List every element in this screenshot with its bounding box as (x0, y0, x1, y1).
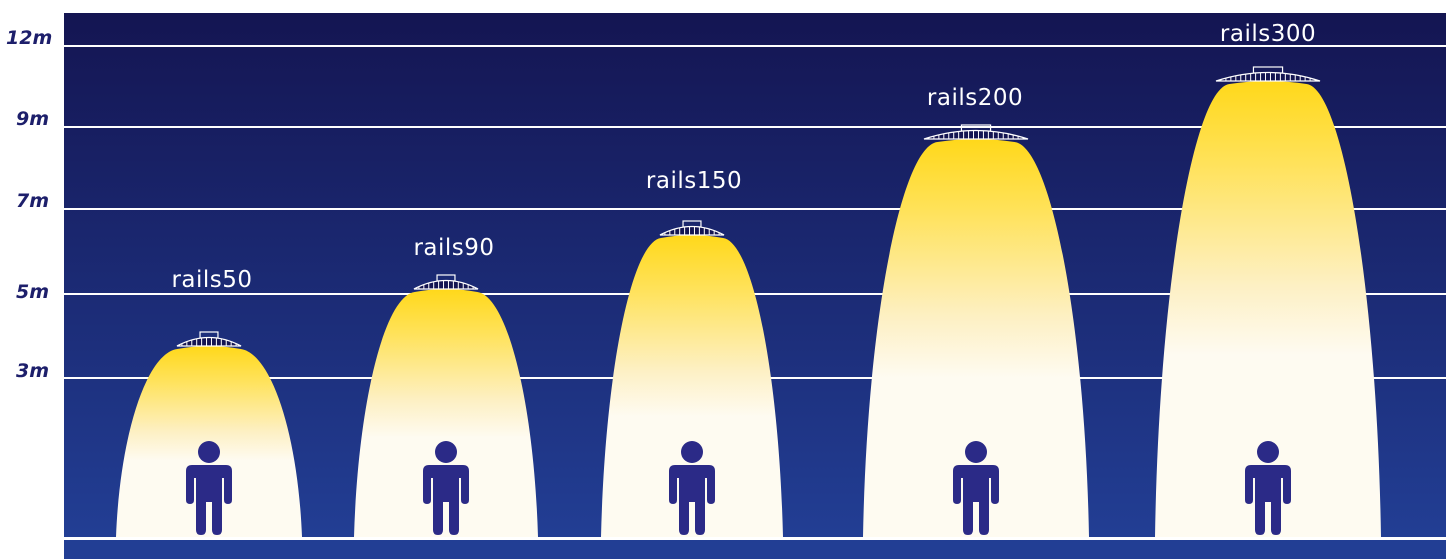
light-beam-rails90 (354, 289, 538, 537)
height-label-12m: 12m (6, 27, 52, 49)
height-label-9m: 9m (16, 108, 49, 130)
height-label-3m: 3m (16, 360, 49, 382)
highbay-fixture-icon (923, 124, 1029, 140)
product-label-rails200: rails200 (927, 85, 1023, 111)
light-beam-rails150 (601, 235, 783, 537)
fixtures (176, 66, 1321, 347)
person-icon (186, 441, 232, 535)
light-beam-rails200 (863, 139, 1089, 537)
light-beams (116, 81, 1381, 537)
person-icon (1245, 441, 1291, 535)
highbay-fixture-icon (413, 274, 479, 290)
product-label-rails300: rails300 (1220, 21, 1316, 47)
light-beam-rails300 (1155, 81, 1381, 537)
person-icon (669, 441, 715, 535)
person-icon (953, 441, 999, 535)
height-labels: 12m 9m 7m 5m 3m (6, 27, 52, 382)
highbay-fixture-icon (176, 331, 242, 347)
product-label-rails90: rails90 (413, 235, 494, 261)
height-label-5m: 5m (16, 281, 49, 303)
highbay-fixture-icon (659, 220, 725, 236)
floor (64, 540, 1446, 559)
product-label-rails50: rails50 (171, 267, 252, 293)
height-label-7m: 7m (16, 190, 49, 212)
persons (186, 441, 1291, 535)
person-icon (423, 441, 469, 535)
height-gridlines (64, 45, 1446, 539)
product-label-rails150: rails150 (646, 168, 742, 194)
product-labels: rails50 rails90 rails150 rails200 rails3… (171, 21, 1316, 293)
highbay-fixture-icon (1215, 66, 1321, 82)
